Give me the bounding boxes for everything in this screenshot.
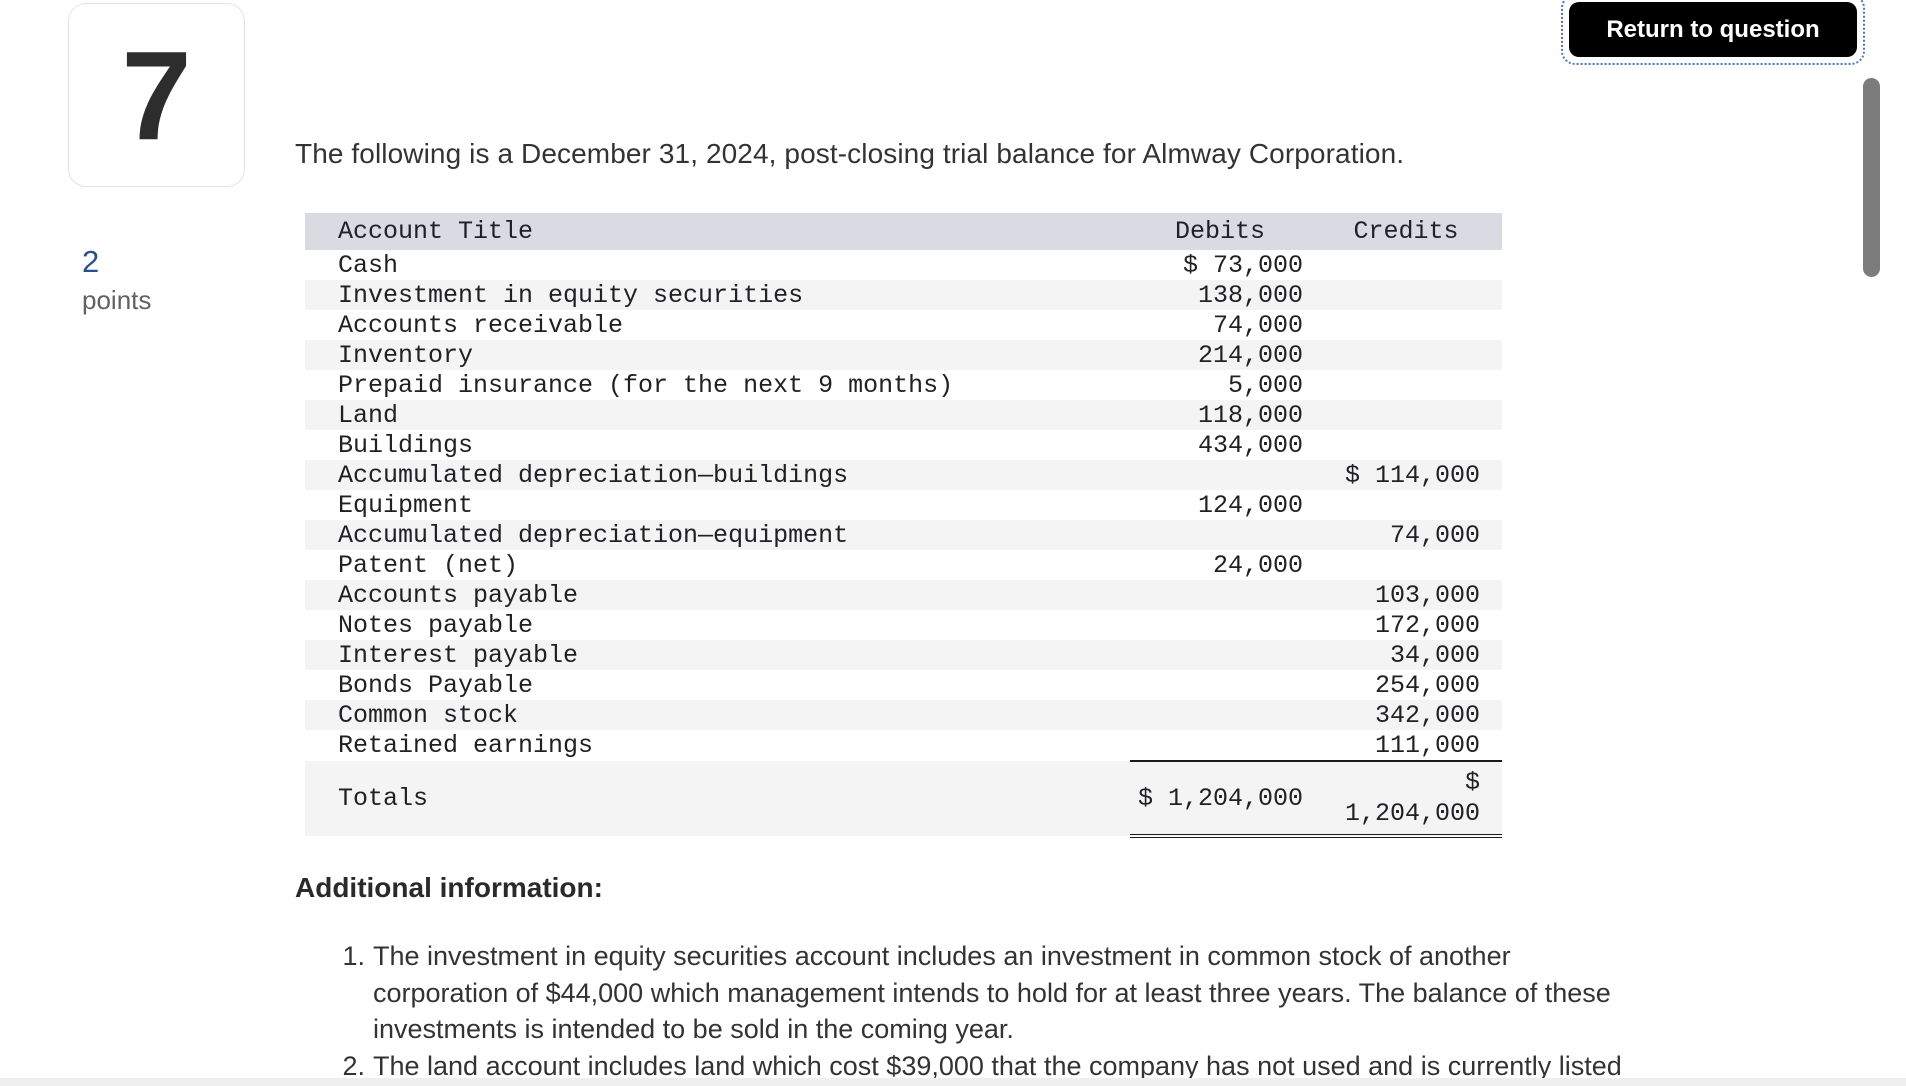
- table-header-row: Account Title Debits Credits: [305, 213, 1502, 250]
- table-row: Accounts payable 103,000: [305, 580, 1502, 610]
- credit-cell: 342,000: [1310, 700, 1502, 730]
- table-row: Land 118,000: [305, 400, 1502, 430]
- list-item-number: 1.: [342, 941, 365, 971]
- debit-cell: [1130, 610, 1310, 640]
- account-cell: Cash: [338, 250, 399, 280]
- table-body: Cash $ 73,000 Investment in equity securit…: [305, 250, 1502, 761]
- account-cell: Accumulated depreciation—buildings: [305, 460, 1130, 490]
- bottom-divider: [0, 1078, 1906, 1086]
- debit-cell: 24,000: [1212, 550, 1303, 580]
- table-row: Equipment 124,000: [305, 490, 1502, 520]
- account-cell: Buildings: [338, 430, 474, 460]
- account-cell: Bonds Payable: [338, 670, 534, 700]
- debit-cell: 74,000: [1212, 310, 1303, 340]
- additional-info-heading: Additional information:: [295, 872, 603, 903]
- table-row: Notes payable 172,000: [305, 610, 1502, 640]
- account-cell: Accounts payable: [305, 580, 1130, 610]
- vertical-scrollbar-thumb[interactable]: [1863, 78, 1880, 277]
- credit-cell: 74,000: [1310, 520, 1502, 550]
- credit-cell: [1310, 400, 1502, 430]
- table-row: Bonds Payable 254,000: [305, 670, 1502, 700]
- table-row: Accounts receivable 74,000: [305, 310, 1502, 340]
- list-item-text: The land account includes land which cos…: [373, 1050, 1622, 1081]
- credit-cell: [1310, 250, 1502, 280]
- debit-cell: [1130, 670, 1310, 700]
- table-row: Interest payable 34,000: [305, 640, 1502, 670]
- totals-row: Totals $ 1,204,000 $ 1,204,000: [305, 760, 1502, 838]
- table-row: Patent (net) 24,000: [305, 550, 1502, 580]
- table-row: Cash $ 73,000: [305, 250, 1502, 280]
- account-cell: Accumulated depreciation—equipment: [305, 520, 1130, 550]
- debit-cell: [1130, 520, 1310, 550]
- credit-cell: 172,000: [1374, 610, 1480, 640]
- debit-cell: 124,000: [1197, 490, 1303, 520]
- account-cell: Prepaid insurance (for the next 9 months…: [338, 370, 954, 400]
- points-value: 2: [82, 244, 100, 279]
- debit-cell: 434,000: [1197, 430, 1303, 460]
- additional-info-item: 2. The land account includes land which c…: [305, 1048, 1885, 1085]
- account-cell: Patent (net): [338, 550, 519, 580]
- credit-cell: [1310, 490, 1502, 520]
- credit-cell: [1310, 550, 1502, 580]
- debit-cell: 138,000: [1130, 280, 1310, 310]
- column-header-credits: Credits: [1310, 213, 1502, 250]
- account-cell: Common stock: [305, 700, 1130, 730]
- account-cell: Inventory: [305, 340, 1130, 370]
- table-row: Investment in equity securities 138,000: [305, 280, 1502, 310]
- additional-info-item: 1. The investment in equity securities ac…: [305, 938, 1885, 1048]
- table-row: Prepaid insurance (for the next 9 months…: [305, 370, 1502, 400]
- credit-cell: [1310, 340, 1502, 370]
- table-row: Accumulated depreciation—buildings $ 114,…: [305, 460, 1502, 490]
- credit-cell: $ 114,000: [1310, 460, 1502, 490]
- points-label: points: [82, 284, 152, 315]
- debit-cell: 214,000: [1130, 340, 1310, 370]
- debit-cell: $ 73,000: [1182, 250, 1303, 280]
- question-intro-text: The following is a December 31, 2024, po…: [295, 138, 1405, 169]
- credit-cell: [1310, 430, 1502, 460]
- credit-cell: 34,000: [1310, 640, 1502, 670]
- debit-cell: [1130, 730, 1310, 761]
- account-cell: Retained earnings: [338, 731, 594, 760]
- account-cell: Equipment: [338, 490, 474, 520]
- table-row: Buildings 434,000: [305, 430, 1502, 460]
- credit-cell: 254,000: [1374, 670, 1480, 700]
- totals-debit-cell: $ 1,204,000: [1130, 760, 1310, 838]
- debit-cell: 5,000: [1227, 370, 1303, 400]
- totals-label: Totals: [305, 761, 1130, 836]
- account-cell: Interest payable: [305, 640, 1130, 670]
- list-item-text: The investment in equity securities acco…: [373, 941, 1611, 1044]
- table-row: Retained earnings 111,000: [305, 730, 1502, 761]
- debit-cell: 118,000: [1130, 400, 1310, 430]
- debit-cell: [1130, 580, 1310, 610]
- list-item-number: 2.: [342, 1050, 365, 1081]
- return-to-question-button[interactable]: Return to question: [1569, 2, 1857, 57]
- account-cell: Accounts receivable: [338, 310, 624, 340]
- debit-cell: [1130, 460, 1310, 490]
- table-row: Inventory 214,000: [305, 340, 1502, 370]
- question-number: 7: [121, 24, 192, 166]
- debit-cell: [1130, 700, 1310, 730]
- credit-cell: [1310, 310, 1502, 340]
- account-cell: Investment in equity securities: [305, 280, 1130, 310]
- debit-cell: [1130, 640, 1310, 670]
- account-cell: Land: [305, 400, 1130, 430]
- account-cell: Notes payable: [338, 610, 534, 640]
- trial-balance-table: Account Title Debits Credits Cash $ 73,00…: [305, 213, 1502, 838]
- credit-cell: 111,000: [1374, 730, 1480, 760]
- credit-cell: [1310, 370, 1502, 400]
- table-row: Common stock 342,000: [305, 700, 1502, 730]
- credit-cell: 103,000: [1310, 580, 1502, 610]
- points-indicator: 2 points: [82, 244, 151, 316]
- table-row: Accumulated depreciation—equipment 74,000: [305, 520, 1502, 550]
- return-button-focus-ring: Return to question: [1561, 0, 1865, 65]
- additional-info-list: 1. The investment in equity securities ac…: [305, 938, 1885, 1084]
- question-number-box: 7: [68, 3, 245, 187]
- credit-cell: [1310, 280, 1502, 310]
- column-header-account-title: Account Title: [305, 213, 1130, 250]
- totals-credit-cell: $ 1,204,000: [1310, 760, 1502, 838]
- column-header-debits: Debits: [1130, 213, 1310, 250]
